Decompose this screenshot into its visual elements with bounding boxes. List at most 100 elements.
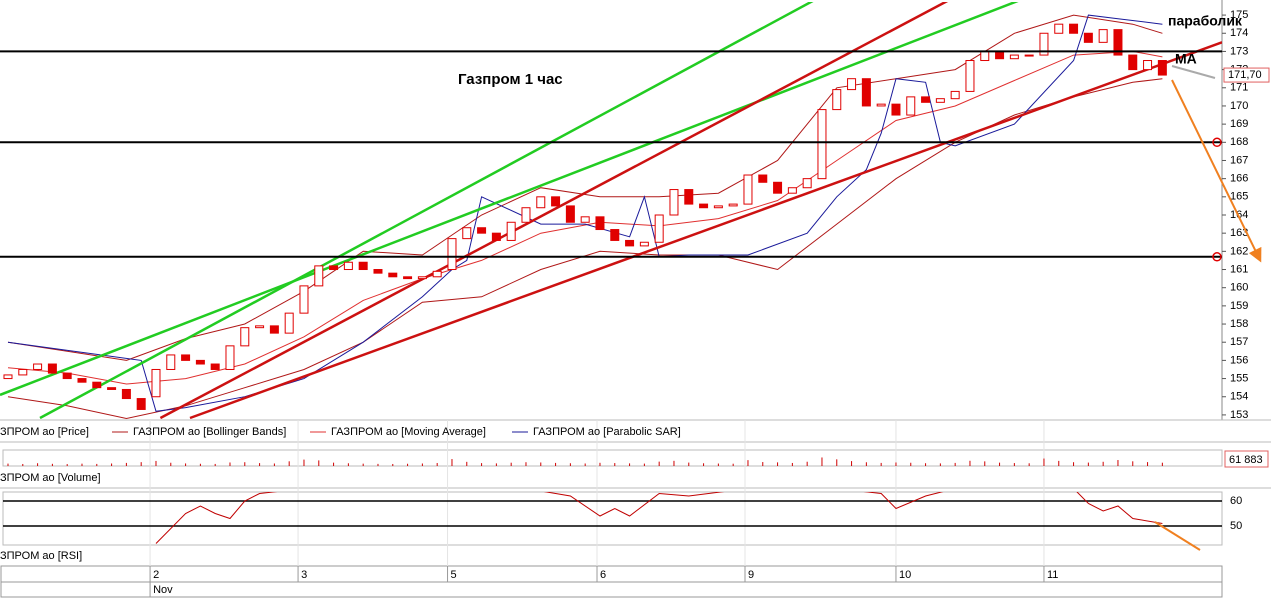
candle bbox=[373, 269, 383, 274]
volume-bar bbox=[555, 462, 557, 466]
candle bbox=[47, 363, 57, 374]
candle bbox=[269, 325, 279, 334]
candle bbox=[1113, 29, 1123, 56]
candle bbox=[432, 270, 442, 278]
candle bbox=[610, 229, 620, 241]
candle bbox=[906, 96, 916, 116]
y-tick-label: 60 bbox=[1230, 495, 1242, 507]
volume-bar bbox=[1073, 462, 1075, 466]
candle bbox=[343, 261, 353, 271]
candle bbox=[980, 50, 990, 62]
y-tick-label: 162 bbox=[1230, 245, 1248, 257]
y-tick-label: 170 bbox=[1230, 100, 1248, 112]
volume-bar bbox=[658, 461, 660, 466]
volume-bar bbox=[569, 463, 571, 466]
y-tick-label: 156 bbox=[1230, 354, 1248, 366]
candle bbox=[181, 354, 191, 361]
candle bbox=[166, 354, 176, 370]
volume-bar bbox=[229, 462, 231, 466]
volume-bar bbox=[925, 463, 927, 466]
volume-bar bbox=[1028, 463, 1030, 466]
candle bbox=[743, 174, 753, 205]
candle bbox=[1098, 29, 1108, 43]
y-tick-label: 159 bbox=[1230, 300, 1248, 312]
level-marker bbox=[1212, 137, 1222, 148]
y-tick-label: 171 bbox=[1230, 82, 1248, 94]
volume-bar bbox=[762, 462, 764, 466]
candle bbox=[314, 265, 324, 287]
volume-bar bbox=[199, 463, 201, 466]
volume-bar bbox=[1043, 458, 1045, 466]
candle bbox=[107, 387, 117, 390]
panel-plot bbox=[7, 457, 1163, 466]
volume-bar bbox=[377, 463, 379, 466]
y-tick-label: 158 bbox=[1230, 318, 1248, 330]
volume-bar bbox=[643, 463, 645, 466]
candle bbox=[995, 50, 1005, 60]
volume-bar bbox=[244, 462, 246, 466]
volume-bar bbox=[939, 463, 941, 466]
volume-bar bbox=[51, 463, 53, 466]
last-value-label: 61 883 bbox=[1229, 454, 1263, 466]
volume-bar bbox=[214, 463, 216, 466]
volume-bar bbox=[629, 463, 631, 466]
candle bbox=[713, 205, 723, 209]
candle bbox=[255, 325, 265, 329]
panel-label: ЗПРОМ ао [Volume] bbox=[0, 472, 101, 484]
volume-bar bbox=[880, 462, 882, 466]
y-tick-label: 155 bbox=[1230, 372, 1248, 384]
volume-bar bbox=[999, 462, 1001, 466]
candle bbox=[758, 174, 768, 183]
candle bbox=[284, 312, 294, 334]
panel-label: ЗПРОМ ао [RSI] bbox=[0, 550, 82, 562]
volume-bar bbox=[954, 462, 956, 466]
candle bbox=[92, 381, 102, 389]
x-tick-label: 6 bbox=[600, 569, 606, 581]
x-tick-label: 3 bbox=[301, 569, 307, 581]
candle bbox=[1024, 54, 1034, 57]
volume-bar bbox=[347, 463, 349, 466]
y-tick-label: 175 bbox=[1230, 9, 1248, 21]
volume-bar bbox=[717, 463, 719, 466]
rsi-panel bbox=[2, 491, 1223, 546]
candle bbox=[462, 227, 472, 240]
candle bbox=[299, 285, 309, 314]
volume-bar bbox=[895, 462, 897, 466]
candle bbox=[950, 90, 960, 100]
candle bbox=[136, 398, 146, 410]
y-tick-label: 157 bbox=[1230, 336, 1248, 348]
volume-bar bbox=[362, 463, 364, 466]
candle bbox=[62, 372, 72, 380]
volume-bar bbox=[1132, 461, 1134, 466]
trend-line bbox=[189, 41, 1222, 420]
candle bbox=[1083, 32, 1093, 43]
y-tick-label: 163 bbox=[1230, 227, 1248, 239]
candle bbox=[847, 78, 857, 91]
volume-bar bbox=[466, 461, 468, 466]
volume-bar bbox=[1147, 462, 1149, 466]
trend-line bbox=[0, 2, 1019, 397]
volume-bar bbox=[1087, 462, 1089, 466]
volume-bar bbox=[436, 463, 438, 466]
candle bbox=[1039, 32, 1049, 56]
annotation: параболик bbox=[1168, 13, 1243, 29]
chart-title: Газпром 1 час bbox=[458, 71, 563, 88]
legend-label: ГАЗПРОМ ао [Parabolic SAR] bbox=[533, 426, 681, 438]
volume-bar bbox=[140, 462, 142, 466]
y-tick-label: 168 bbox=[1230, 136, 1248, 148]
volume-bar bbox=[481, 463, 483, 466]
candle bbox=[580, 216, 590, 223]
volume-panel bbox=[2, 449, 1223, 467]
candle bbox=[417, 276, 427, 280]
volume-bar bbox=[614, 463, 616, 466]
candle bbox=[802, 178, 812, 189]
candle bbox=[595, 216, 605, 231]
volume-bar bbox=[392, 463, 394, 466]
volume-bar bbox=[407, 463, 409, 466]
volume-bar bbox=[318, 460, 320, 466]
candle bbox=[18, 368, 28, 376]
y-tick-label: 165 bbox=[1230, 191, 1248, 203]
legend-label: ЗПРОМ ао [Price] bbox=[0, 426, 89, 438]
candle bbox=[1069, 23, 1079, 34]
